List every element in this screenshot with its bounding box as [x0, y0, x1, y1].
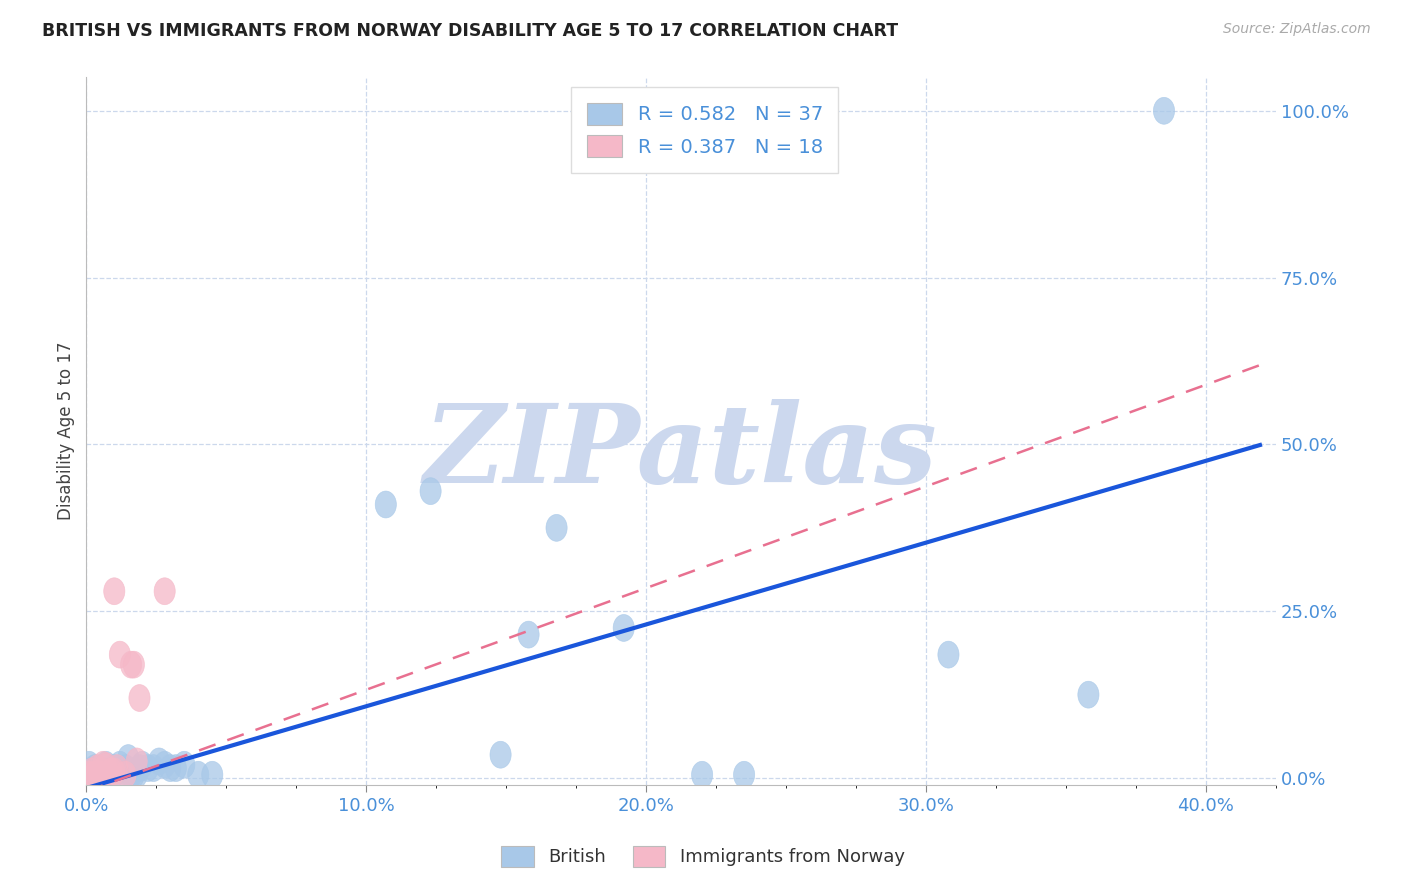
Ellipse shape	[96, 751, 117, 778]
Ellipse shape	[138, 755, 159, 781]
Ellipse shape	[491, 741, 512, 768]
Ellipse shape	[149, 748, 170, 775]
Ellipse shape	[201, 761, 222, 789]
Ellipse shape	[93, 751, 114, 778]
Ellipse shape	[98, 761, 120, 789]
Ellipse shape	[375, 491, 396, 518]
Y-axis label: Disability Age 5 to 17: Disability Age 5 to 17	[58, 342, 75, 520]
Legend: British, Immigrants from Norway: British, Immigrants from Norway	[494, 838, 912, 874]
Ellipse shape	[124, 651, 145, 678]
Ellipse shape	[98, 761, 120, 789]
Ellipse shape	[187, 761, 209, 789]
Ellipse shape	[420, 478, 441, 505]
Ellipse shape	[87, 761, 108, 789]
Ellipse shape	[129, 755, 150, 781]
Ellipse shape	[118, 745, 139, 772]
Ellipse shape	[115, 761, 136, 789]
Ellipse shape	[517, 621, 538, 648]
Ellipse shape	[82, 758, 103, 785]
Text: Source: ZipAtlas.com: Source: ZipAtlas.com	[1223, 22, 1371, 37]
Ellipse shape	[87, 755, 108, 781]
Ellipse shape	[93, 758, 114, 785]
Ellipse shape	[101, 758, 122, 785]
Ellipse shape	[174, 751, 195, 778]
Ellipse shape	[121, 651, 142, 678]
Ellipse shape	[155, 751, 176, 778]
Ellipse shape	[104, 578, 125, 605]
Ellipse shape	[90, 761, 111, 789]
Ellipse shape	[107, 755, 128, 781]
Ellipse shape	[127, 748, 148, 775]
Ellipse shape	[90, 761, 111, 789]
Ellipse shape	[121, 761, 142, 789]
Ellipse shape	[101, 758, 122, 785]
Ellipse shape	[166, 755, 187, 781]
Ellipse shape	[1153, 97, 1174, 124]
Ellipse shape	[110, 641, 131, 668]
Ellipse shape	[107, 758, 128, 785]
Ellipse shape	[112, 758, 134, 785]
Ellipse shape	[1078, 681, 1099, 708]
Ellipse shape	[82, 758, 103, 785]
Text: ZIPatlas: ZIPatlas	[425, 399, 938, 506]
Ellipse shape	[160, 755, 181, 781]
Ellipse shape	[129, 684, 150, 712]
Ellipse shape	[613, 615, 634, 641]
Ellipse shape	[938, 641, 959, 668]
Ellipse shape	[104, 758, 125, 785]
Ellipse shape	[115, 755, 136, 781]
Ellipse shape	[143, 755, 165, 781]
Ellipse shape	[84, 761, 105, 789]
Ellipse shape	[110, 751, 131, 778]
Ellipse shape	[104, 755, 125, 781]
Ellipse shape	[155, 578, 176, 605]
Ellipse shape	[124, 761, 145, 789]
Ellipse shape	[734, 761, 755, 789]
Ellipse shape	[692, 761, 713, 789]
Ellipse shape	[546, 515, 567, 541]
Text: BRITISH VS IMMIGRANTS FROM NORWAY DISABILITY AGE 5 TO 17 CORRELATION CHART: BRITISH VS IMMIGRANTS FROM NORWAY DISABI…	[42, 22, 898, 40]
Legend: R = 0.582   N = 37, R = 0.387   N = 18: R = 0.582 N = 37, R = 0.387 N = 18	[571, 87, 838, 173]
Ellipse shape	[96, 753, 117, 780]
Ellipse shape	[79, 751, 100, 778]
Ellipse shape	[132, 751, 153, 778]
Ellipse shape	[79, 761, 100, 789]
Ellipse shape	[84, 755, 105, 781]
Ellipse shape	[127, 761, 148, 789]
